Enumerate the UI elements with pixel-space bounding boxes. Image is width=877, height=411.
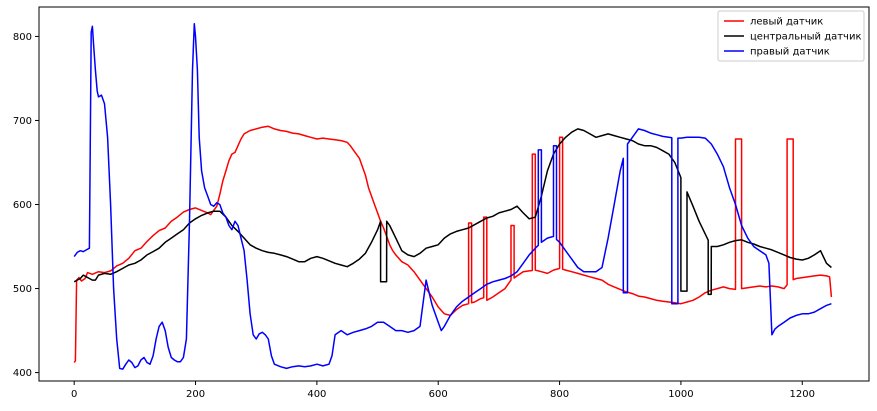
x-tick-label: 800 bbox=[550, 389, 569, 400]
legend-label: правый датчик bbox=[750, 47, 830, 58]
x-tick-label: 600 bbox=[429, 389, 448, 400]
plot-area bbox=[38, 6, 870, 382]
x-tick-label: 1200 bbox=[790, 389, 815, 400]
x-tick-label: 0 bbox=[71, 389, 77, 400]
legend: левый датчик центральный датчик правый дат… bbox=[717, 10, 865, 62]
series-lines bbox=[73, 23, 833, 370]
y-tick-label: 800 bbox=[13, 32, 32, 43]
series-line-3 bbox=[73, 23, 832, 370]
y-tick-label: 600 bbox=[13, 200, 32, 211]
x-tick-label: 400 bbox=[307, 389, 326, 400]
legend-box bbox=[717, 10, 865, 62]
x-tick-label: 200 bbox=[186, 389, 205, 400]
x-tick-label: 1000 bbox=[668, 389, 693, 400]
y-tick-label: 500 bbox=[13, 284, 32, 295]
y-tick-label: 700 bbox=[13, 116, 32, 127]
y-tick-label: 400 bbox=[13, 368, 32, 379]
series-line-1 bbox=[73, 125, 833, 363]
x-axis-ticks: 0 200 400 600 800 1000 1200 bbox=[71, 381, 815, 400]
legend-label: левый датчик bbox=[750, 17, 823, 28]
y-axis-ticks: 400 500 600 700 800 bbox=[13, 32, 39, 379]
legend-label: центральный датчик bbox=[750, 32, 862, 43]
